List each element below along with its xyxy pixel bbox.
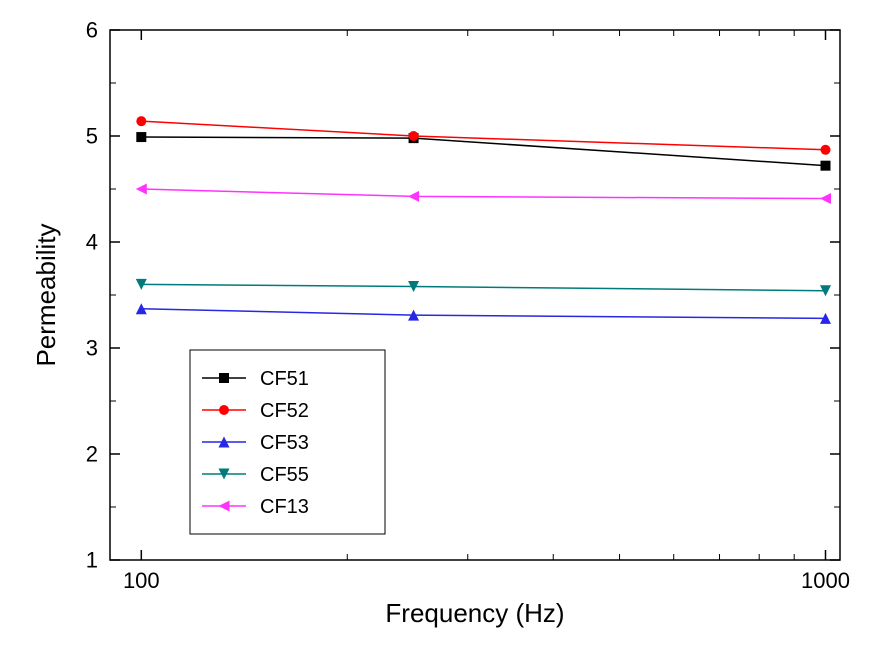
y-tick-label: 3 <box>86 336 98 361</box>
chart-svg: 100 1000 Frequency (Hz) 1 2 3 4 5 6 Permeability C… <box>0 0 872 666</box>
legend: CF51 CF52 CF53 CF55 CF13 <box>190 350 385 534</box>
y-axis-label: Permeability <box>31 223 61 366</box>
legend-label: CF53 <box>260 432 309 454</box>
y-tick-label: 2 <box>86 442 98 467</box>
legend-label: CF51 <box>260 368 309 390</box>
legend-label: CF52 <box>260 400 309 422</box>
x-tick-label: 100 <box>123 568 160 593</box>
legend-label: CF55 <box>260 464 309 486</box>
y-tick-label: 6 <box>86 18 98 43</box>
x-axis-label: Frequency (Hz) <box>385 598 564 628</box>
legend-label: CF13 <box>260 496 309 518</box>
x-tick-label: 1000 <box>801 568 850 593</box>
y-tick-label: 4 <box>86 230 98 255</box>
y-tick-label: 1 <box>86 548 98 573</box>
permeability-chart: 100 1000 Frequency (Hz) 1 2 3 4 5 6 Permeability C… <box>0 0 872 666</box>
chart-bg <box>0 0 872 666</box>
y-tick-label: 5 <box>86 124 98 149</box>
